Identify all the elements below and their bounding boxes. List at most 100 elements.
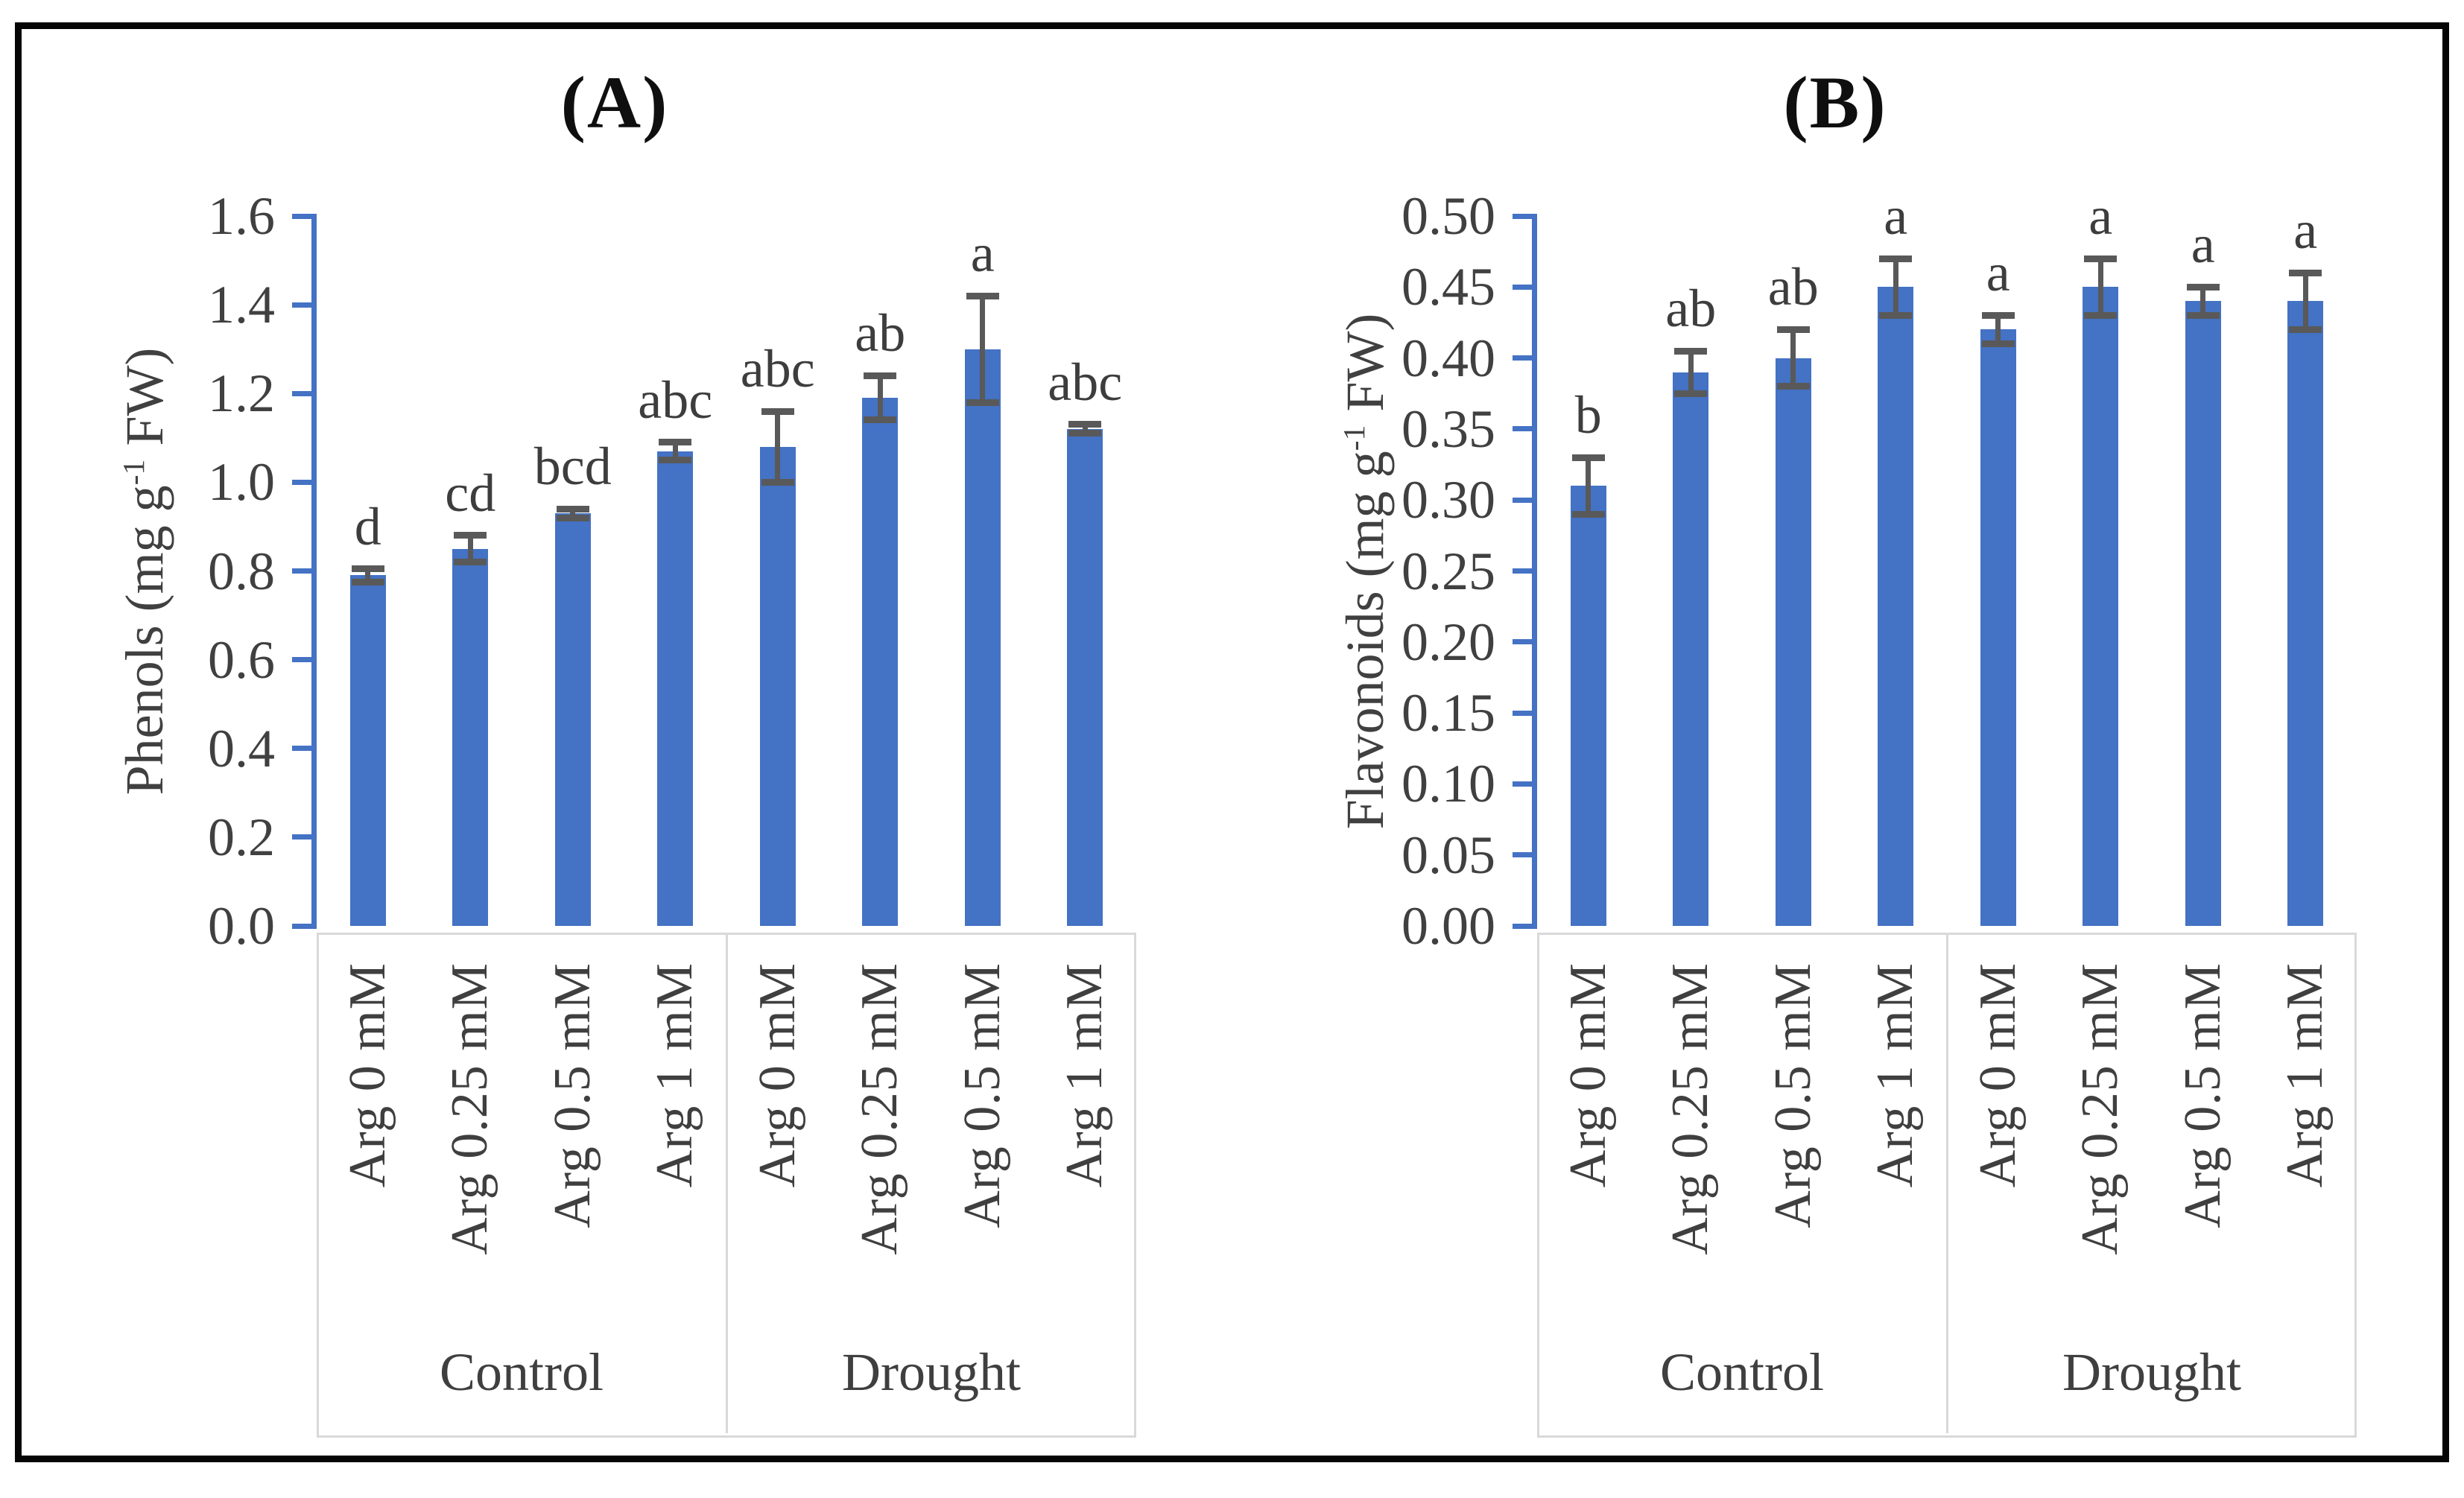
bar bbox=[862, 398, 899, 926]
y-tick bbox=[1513, 284, 1532, 290]
y-tick-label: 0.10 bbox=[1402, 754, 1495, 814]
error-bar-cap-bottom bbox=[351, 578, 384, 585]
y-tick-label: 0.8 bbox=[208, 541, 275, 601]
y-tick bbox=[1513, 568, 1532, 574]
error-bar-cap-top bbox=[1776, 326, 1810, 333]
panel-a: (A) Phenols (mg g-1 FW) 1.6 1.4 1.2 1.0 0.8 0.6… bbox=[71, 0, 1159, 1498]
significance-letter: abc bbox=[1048, 352, 1123, 412]
significance-letter: a bbox=[2293, 200, 2318, 261]
category-label: Arg 0.25 mM bbox=[2071, 962, 2129, 1255]
error-bar-cap-bottom bbox=[1674, 390, 1708, 397]
error-bar-line bbox=[1586, 457, 1592, 515]
significance-letter: abc bbox=[740, 339, 815, 399]
bar bbox=[2185, 301, 2221, 926]
y-tick-label: 0.15 bbox=[1402, 683, 1495, 743]
bar bbox=[554, 513, 591, 926]
error-bar-cap-bottom bbox=[556, 514, 589, 521]
significance-letter: a bbox=[2088, 186, 2113, 247]
error-bar-line bbox=[1688, 351, 1694, 394]
error-bar-cap-bottom bbox=[864, 416, 897, 424]
error-bar-cap-top bbox=[1571, 454, 1605, 461]
panel-title: (B) bbox=[1783, 61, 1887, 144]
y-tick-label: 0.45 bbox=[1402, 257, 1495, 317]
error-bar-cap-top bbox=[556, 505, 589, 512]
category-label: Arg 0 mM bbox=[338, 962, 396, 1188]
group-label: Control bbox=[1659, 1342, 1824, 1402]
bar bbox=[657, 451, 694, 926]
significance-letter: ab bbox=[1767, 257, 1819, 317]
bar bbox=[1570, 486, 1606, 926]
category-label: Arg 0.5 mM bbox=[1764, 962, 1822, 1228]
error-bar-line bbox=[2302, 273, 2308, 330]
y-tick bbox=[1513, 213, 1532, 219]
y-tick-label: 0.05 bbox=[1402, 825, 1495, 885]
significance-letter: d bbox=[354, 496, 381, 556]
bar bbox=[1878, 287, 1914, 926]
group-label: Control bbox=[439, 1342, 604, 1402]
error-bar-cap-top bbox=[864, 372, 897, 379]
y-tick bbox=[292, 302, 311, 308]
category-label: Arg 1 mM bbox=[646, 962, 704, 1188]
group-divider bbox=[1946, 933, 1948, 1433]
bar bbox=[1673, 372, 1709, 926]
category-label: Arg 0.5 mM bbox=[543, 962, 601, 1228]
error-bar-cap-top bbox=[966, 292, 999, 299]
y-tick-label: 1.4 bbox=[208, 275, 275, 335]
y-tick-label: 0.0 bbox=[208, 896, 275, 956]
error-bar-cap-top bbox=[1879, 255, 1913, 262]
error-bar-line bbox=[877, 375, 883, 420]
y-tick bbox=[292, 479, 311, 485]
error-bar-cap-top bbox=[761, 407, 794, 415]
y-tick-label: 0.2 bbox=[208, 807, 275, 867]
category-label: Arg 0.25 mM bbox=[851, 962, 909, 1255]
error-bar-line bbox=[2097, 258, 2103, 316]
error-bar-cap-top bbox=[351, 565, 384, 573]
error-bar-cap-bottom bbox=[1068, 430, 1102, 437]
category-label: Arg 0.25 mM bbox=[441, 962, 499, 1255]
significance-letter: b bbox=[1574, 385, 1602, 445]
error-bar-cap-bottom bbox=[1879, 311, 1913, 319]
y-tick-label: 0.50 bbox=[1402, 186, 1495, 246]
y-tick-label: 1.6 bbox=[208, 186, 275, 246]
bar bbox=[1067, 428, 1103, 926]
category-label: Arg 1 mM bbox=[1056, 962, 1114, 1188]
category-label: Arg 0.5 mM bbox=[2173, 962, 2232, 1228]
error-bar-line bbox=[1082, 424, 1088, 434]
y-tick-label: 0.6 bbox=[208, 629, 275, 690]
bar bbox=[452, 548, 489, 926]
error-bar-line bbox=[2200, 287, 2206, 316]
significance-letter: cd bbox=[445, 463, 496, 523]
error-bar-cap-top bbox=[1068, 421, 1102, 428]
y-tick bbox=[292, 746, 311, 752]
y-tick-label: 1.0 bbox=[208, 452, 275, 512]
category-label: Arg 0.25 mM bbox=[1662, 962, 1720, 1255]
category-label: Arg 1 mM bbox=[1866, 962, 1925, 1188]
y-tick bbox=[1513, 852, 1532, 858]
significance-letter: a bbox=[1884, 186, 1908, 247]
error-bar-cap-top bbox=[2186, 283, 2220, 291]
group-divider bbox=[726, 933, 728, 1433]
y-tick bbox=[1513, 426, 1532, 432]
error-bar-cap-top bbox=[1674, 347, 1708, 355]
error-bar-cap-bottom bbox=[454, 559, 487, 566]
bar bbox=[349, 575, 386, 926]
y-tick bbox=[1513, 355, 1532, 361]
group-label: Drought bbox=[2062, 1342, 2241, 1402]
error-bar-cap-bottom bbox=[1776, 383, 1810, 390]
category-label: Arg 0 mM bbox=[1559, 962, 1617, 1188]
error-bar-cap-top bbox=[659, 439, 692, 446]
figure-border bbox=[15, 22, 2449, 1462]
y-tick bbox=[292, 657, 311, 663]
panel-b: (B) Flavonoids (mg g-1 FW) 0.50 0.45 0.40 0.3… bbox=[1291, 0, 2379, 1498]
significance-letter: bcd bbox=[533, 437, 612, 497]
error-bar-cap-top bbox=[2084, 255, 2118, 262]
y-tick bbox=[1513, 639, 1532, 645]
error-bar-cap-bottom bbox=[2084, 311, 2118, 319]
bar bbox=[2287, 301, 2324, 926]
error-bar-line bbox=[570, 509, 576, 518]
category-label: Arg 1 mM bbox=[2276, 962, 2334, 1188]
significance-letter: ab bbox=[855, 303, 906, 364]
error-bar-cap-top bbox=[1981, 311, 2015, 319]
y-tick-label: 0.00 bbox=[1402, 896, 1495, 956]
y-tick bbox=[1513, 497, 1532, 503]
